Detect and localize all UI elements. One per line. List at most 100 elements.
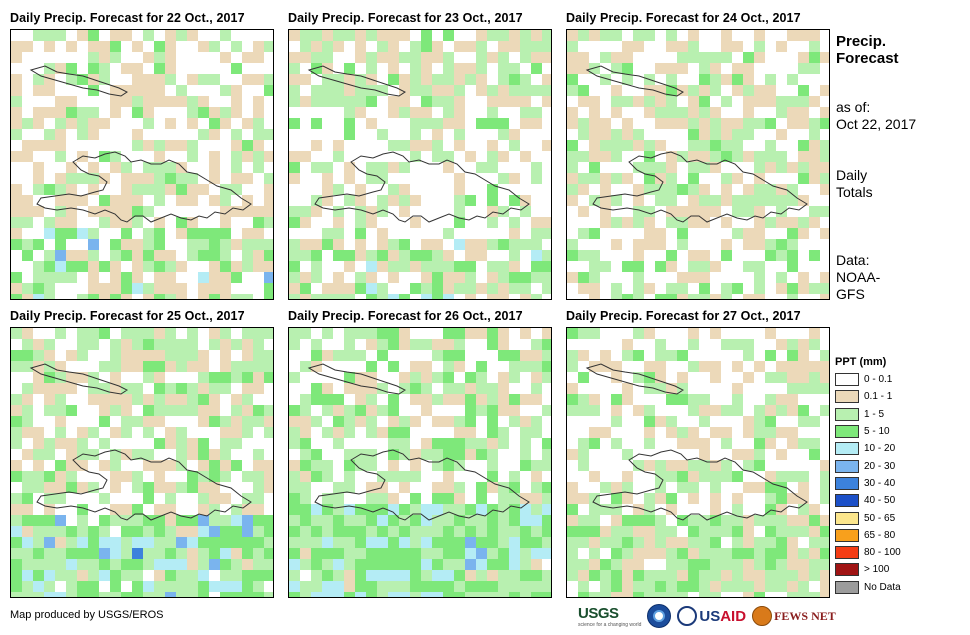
precip-cell — [66, 261, 77, 272]
precip-cell — [242, 427, 253, 438]
precip-cell — [322, 460, 333, 471]
precip-cell — [578, 438, 589, 449]
precip-cell — [231, 427, 242, 438]
precip-cell — [578, 328, 589, 339]
precip-cell — [253, 140, 264, 151]
precip-cell — [377, 52, 388, 63]
precip-cell — [666, 217, 677, 228]
precip-cell — [622, 482, 633, 493]
precip-cell — [66, 570, 77, 581]
precip-cell — [743, 526, 754, 537]
precip-cell — [622, 548, 633, 559]
precip-cell — [498, 493, 509, 504]
precip-cell — [820, 118, 829, 129]
precip-cell — [388, 261, 399, 272]
precip-cell — [465, 559, 476, 570]
precip-cell — [487, 438, 498, 449]
precip-cell — [44, 283, 55, 294]
precip-cell — [289, 250, 300, 261]
precip-cell — [11, 427, 22, 438]
precip-cell — [311, 294, 322, 299]
precip-cell — [344, 129, 355, 140]
precip-cell — [589, 96, 600, 107]
precip-cell — [798, 581, 809, 592]
precip-cell — [611, 559, 622, 570]
precip-cell — [531, 592, 542, 597]
precip-cell — [355, 405, 366, 416]
precip-cell — [366, 383, 377, 394]
precip-cell — [176, 173, 187, 184]
precip-cell — [311, 394, 322, 405]
precip-cell — [132, 140, 143, 151]
precip-cell — [487, 184, 498, 195]
precip-cell — [754, 482, 765, 493]
precip-cell — [289, 283, 300, 294]
precip-cell — [465, 41, 476, 52]
precip-cell — [498, 592, 509, 597]
precip-cell — [567, 350, 578, 361]
precip-cell — [809, 416, 820, 427]
precip-cell — [421, 394, 432, 405]
precip-cell — [820, 184, 829, 195]
precip-cell — [110, 30, 121, 41]
precip-cell — [666, 283, 677, 294]
precip-cell — [578, 460, 589, 471]
precip-cell — [99, 526, 110, 537]
precip-cell — [754, 217, 765, 228]
precip-cell — [776, 581, 787, 592]
precip-cell — [410, 52, 421, 63]
precip-cell — [732, 173, 743, 184]
precip-cell — [289, 526, 300, 537]
precip-cell — [476, 570, 487, 581]
precip-cell — [432, 504, 443, 515]
precip-cell — [578, 449, 589, 460]
precip-cell — [432, 526, 443, 537]
precip-cell — [611, 493, 622, 504]
precip-cell — [132, 504, 143, 515]
precip-cell — [655, 339, 666, 350]
precip-cell — [220, 239, 231, 250]
precip-cell — [198, 74, 209, 85]
precip-cell — [355, 372, 366, 383]
precip-cell — [688, 151, 699, 162]
precip-cell — [209, 460, 220, 471]
precip-cell — [644, 30, 655, 41]
precip-cell — [165, 570, 176, 581]
legend-swatch — [835, 390, 859, 404]
precip-cell — [311, 471, 322, 482]
precip-cell — [143, 559, 154, 570]
precip-cell — [578, 206, 589, 217]
precip-cell — [622, 96, 633, 107]
precip-cell — [242, 548, 253, 559]
precip-cell — [710, 361, 721, 372]
precip-cell — [600, 526, 611, 537]
precip-cell — [110, 41, 121, 52]
precip-cell — [66, 449, 77, 460]
precip-cell — [44, 140, 55, 151]
precip-cell — [655, 173, 666, 184]
precip-cell — [33, 372, 44, 383]
precip-cell — [66, 118, 77, 129]
precip-cell — [487, 30, 498, 41]
precip-cell — [520, 570, 531, 581]
precip-cell — [487, 151, 498, 162]
precip-cell — [231, 294, 242, 299]
legend-label: 20 - 30 — [864, 460, 896, 472]
precip-cell — [22, 250, 33, 261]
precip-cell — [289, 30, 300, 41]
precip-cell — [132, 394, 143, 405]
precip-cell — [509, 272, 520, 283]
legend-label: 0 - 0.1 — [864, 374, 893, 386]
precip-cell — [399, 107, 410, 118]
precip-cell — [688, 41, 699, 52]
precip-cell — [765, 85, 776, 96]
precip-cell — [322, 239, 333, 250]
precip-cell — [355, 416, 366, 427]
precip-cell — [542, 85, 551, 96]
precip-cell — [666, 30, 677, 41]
usaid-seal-icon — [677, 606, 698, 626]
precip-cell — [388, 195, 399, 206]
precip-cell — [743, 261, 754, 272]
precip-cell — [220, 52, 231, 63]
precip-cell — [355, 30, 366, 41]
